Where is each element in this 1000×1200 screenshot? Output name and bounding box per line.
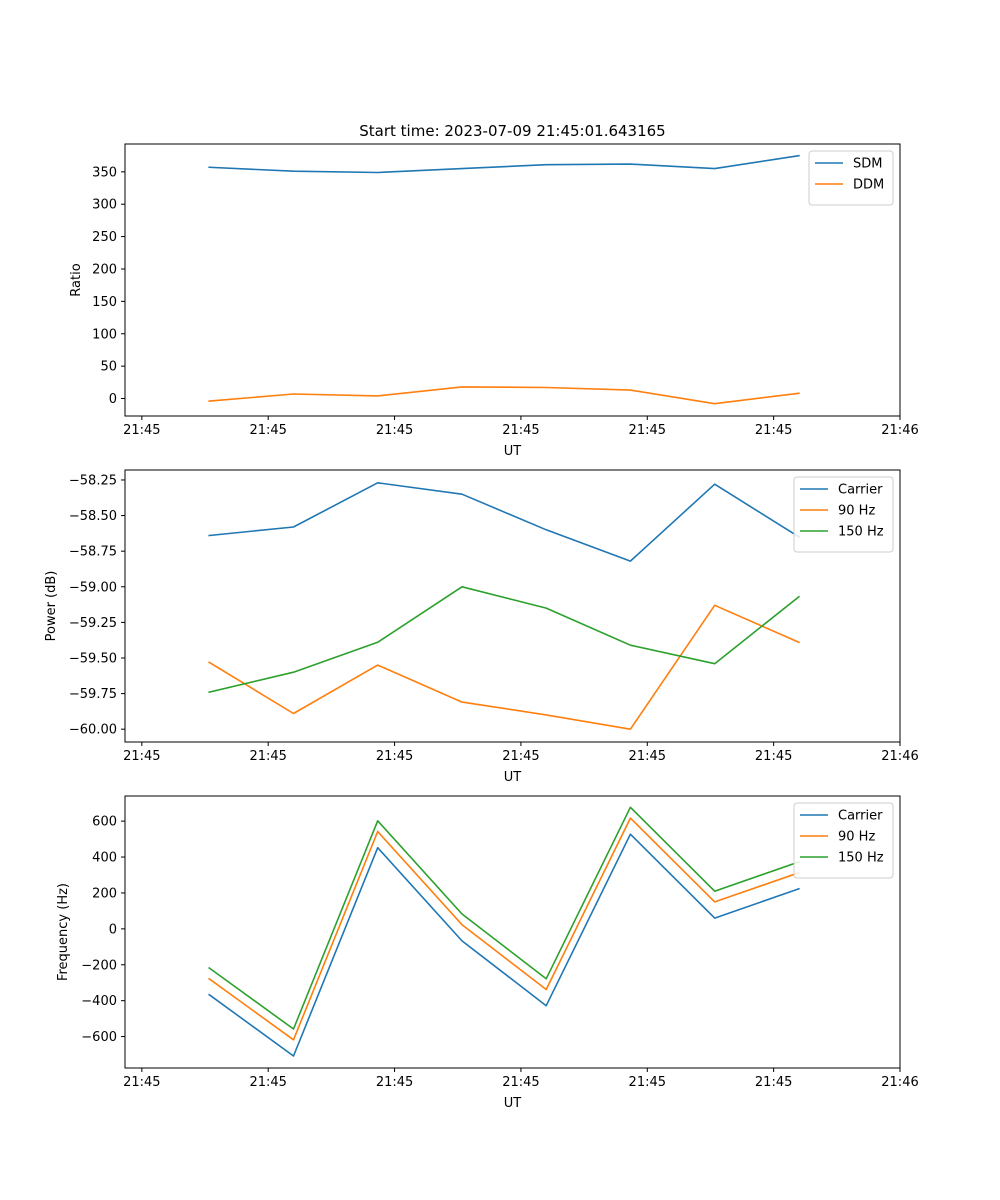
y-tick-label: −58.50 [69,509,117,524]
y-tick-label: 0 [109,922,117,937]
y-tick-label: −59.50 [69,651,117,666]
x-axis-label: UT [504,770,522,785]
x-tick-label: 21:45 [755,1075,792,1090]
x-tick-label: 21:45 [123,1075,160,1090]
ratio-panel: 21:45 21:45 21:45 21:45 21:45 21:45 21:46 0 50 10… [69,143,919,459]
y-tick-label: −400 [81,994,117,1009]
legend-label: SDM [853,157,882,172]
legend: SDM DDM [808,150,894,206]
y-tick-label: 400 [92,851,117,866]
x-tick-label: 21:45 [629,1075,666,1090]
y-tick-label: −59.25 [69,616,117,631]
x-tick-label: 21:45 [249,423,286,438]
series-line-150-hz [208,585,801,694]
x-tick-label: 21:45 [123,423,160,438]
legend-label: 90 Hz [838,504,875,519]
x-tick-label: 21:45 [376,749,413,764]
series-line-sdm [208,154,800,174]
x-tick-label: 21:45 [376,1075,413,1090]
x-tick-label: 21:45 [249,749,286,764]
legend-label: 150 Hz [838,851,884,866]
legend-label: DDM [853,178,884,193]
y-tick-label: −60.00 [69,723,117,738]
legend: Carrier 90 Hz 150 Hz [793,476,894,553]
legend-box [793,802,894,879]
y-tick-label: −58.75 [69,545,117,560]
legend-label: 150 Hz [838,525,884,540]
x-tick-label: 21:45 [629,423,666,438]
series-line-90-hz [208,817,800,1041]
y-tick-label: −200 [81,958,117,973]
y-tick-label: −58.25 [69,473,117,488]
x-tick-label: 21:46 [881,423,918,438]
y-axis-label: Ratio [69,263,84,296]
legend-label: Carrier [838,809,883,824]
y-axis-label: Frequency (Hz) [56,883,71,981]
y-axis-label: Power (dB) [44,571,59,642]
axes-frame [124,143,901,417]
x-tick-label: 21:45 [123,749,160,764]
legend-box [793,476,894,553]
axes-frame [124,795,901,1069]
y-tick-label: 600 [92,815,117,830]
y-tick-label: 300 [92,198,117,213]
x-tick-label: 21:45 [755,749,792,764]
x-tick-label: 21:45 [376,423,413,438]
legend-label: 90 Hz [838,830,875,845]
legend-label: Carrier [838,483,883,498]
axes-frame [124,469,901,743]
x-tick-label: 21:45 [502,749,539,764]
x-tick-label: 21:45 [249,1075,286,1090]
x-axis-label: UT [504,444,522,459]
y-tick-label: −600 [81,1030,117,1045]
power-panel: 21:45 21:45 21:45 21:45 21:45 21:45 21:46 −60.0… [44,469,919,785]
series-line-150-hz [208,806,800,1030]
series-line-carrier [208,481,801,562]
x-tick-label: 21:45 [502,423,539,438]
y-tick-label: 0 [109,392,117,407]
series-line-carrier [208,833,800,1057]
series-line-90-hz [208,604,800,731]
frequency-panel: 21:45 21:45 21:45 21:45 21:45 21:45 21:46 −600 −… [56,795,919,1111]
y-tick-label: 100 [92,327,117,342]
y-tick-label: −59.00 [69,580,117,595]
y-tick-label: 250 [92,230,117,245]
x-tick-label: 21:45 [502,1075,539,1090]
x-tick-label: 21:45 [629,749,666,764]
chart-title: Start time: 2023-07-09 21:45:01.643165 [359,122,665,140]
y-tick-label: 150 [92,295,117,310]
x-tick-label: 21:46 [881,1075,918,1090]
x-axis-label: UT [504,1096,522,1111]
legend-box [808,150,894,206]
y-tick-label: −59.75 [69,687,117,702]
y-tick-label: 50 [100,360,117,375]
y-tick-label: 200 [92,262,117,277]
y-tick-label: 350 [92,165,117,180]
legend: Carrier 90 Hz 150 Hz [793,802,894,879]
series-line-ddm [208,386,800,405]
x-tick-label: 21:46 [881,749,918,764]
y-tick-label: 200 [92,886,117,901]
x-tick-label: 21:45 [755,423,792,438]
